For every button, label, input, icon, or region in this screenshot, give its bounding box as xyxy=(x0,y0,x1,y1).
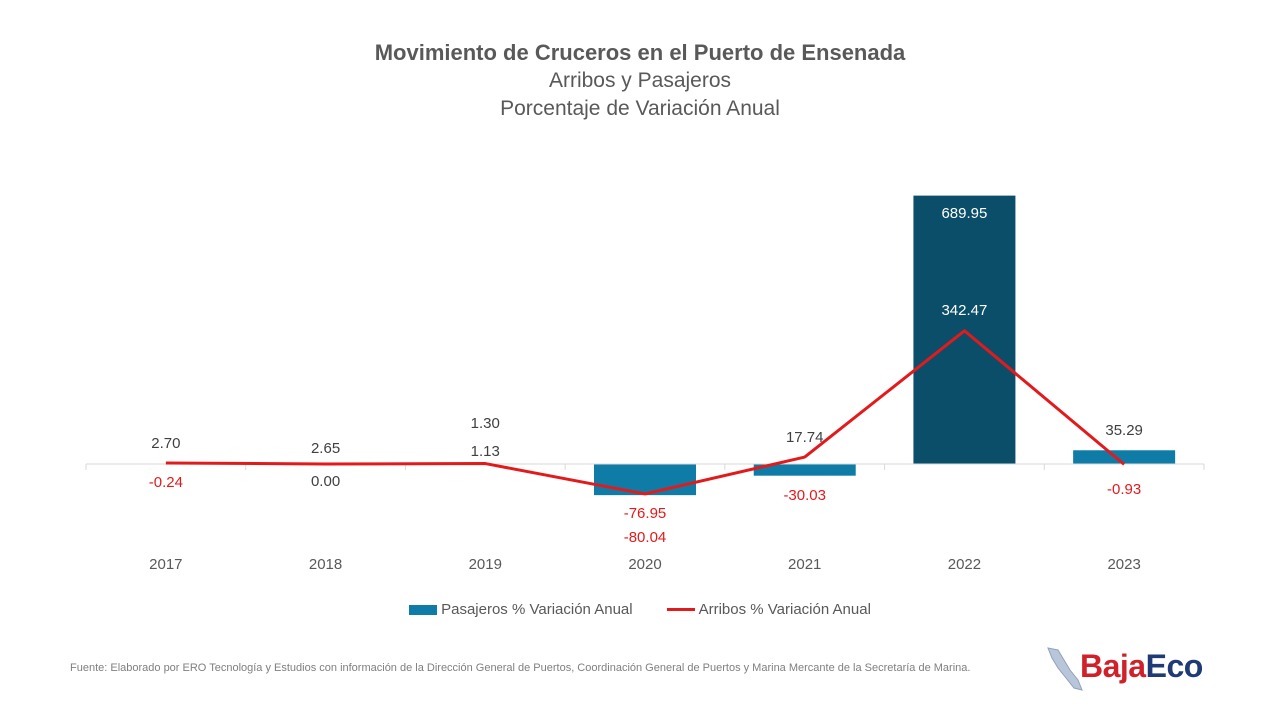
line-label-2017: 2.70 xyxy=(151,435,180,452)
bar-label-2023: 35.29 xyxy=(1105,422,1143,439)
line-label-2020: -76.95 xyxy=(624,505,667,522)
line-label-2022: 342.47 xyxy=(941,302,987,319)
line-label-2023: -0.93 xyxy=(1107,481,1141,498)
x-tick-label-2022: 2022 xyxy=(948,556,981,573)
bar-2023 xyxy=(1073,450,1176,464)
bar-label-2018: 0.00 xyxy=(311,473,340,490)
legend-label-arribos: Arribos % Variación Anual xyxy=(698,601,871,618)
chart-title: Movimiento de Cruceros en el Puerto de E… xyxy=(374,40,906,65)
bar-2020 xyxy=(594,464,696,496)
bar-label-2017: -0.24 xyxy=(149,474,183,491)
line-label-2018: 2.65 xyxy=(311,440,340,457)
arribos-line xyxy=(165,329,1126,496)
logo-text-eco: Eco xyxy=(1145,648,1204,684)
legend-swatch-line xyxy=(666,608,695,611)
baja-map-icon xyxy=(1047,647,1083,691)
legend: Pasajeros % Variación Anual Arribos % Va… xyxy=(0,601,1280,618)
x-tick-label-2023: 2023 xyxy=(1107,556,1140,573)
bar-label-2021: -30.03 xyxy=(783,487,826,504)
logo-text-baja: Baja xyxy=(1080,648,1146,684)
legend-item-arribos[interactable]: Arribos % Variación Anual xyxy=(666,601,871,618)
chart-subtitle-2: Porcentaje de Variación Anual xyxy=(500,97,780,120)
source-note: Fuente: Elaborado por ERO Tecnología y E… xyxy=(70,662,971,674)
legend-item-pasajeros[interactable]: Pasajeros % Variación Anual xyxy=(409,601,633,618)
x-tick-label-2017: 2017 xyxy=(149,556,182,573)
bar-label-2020: -80.04 xyxy=(624,529,667,546)
legend-label-pasajeros: Pasajeros % Variación Anual xyxy=(441,601,633,618)
x-tick-label-2020: 2020 xyxy=(628,556,661,573)
legend-swatch-bar xyxy=(409,604,438,615)
line-label-2021: 17.74 xyxy=(786,429,824,446)
x-tick-label-2021: 2021 xyxy=(788,556,821,573)
x-tick-label-2019: 2019 xyxy=(469,556,502,573)
bajaeco-logo: BajaEco xyxy=(1044,644,1224,694)
x-tick-label-2018: 2018 xyxy=(309,556,342,573)
line-label-2019: 1.13 xyxy=(471,443,500,460)
bar-label-2022: 689.95 xyxy=(941,205,987,222)
bar-2021 xyxy=(753,464,856,476)
bar-label-2019: 1.30 xyxy=(471,415,500,432)
chart-subtitle-1: Arribos y Pasajeros xyxy=(548,69,732,92)
